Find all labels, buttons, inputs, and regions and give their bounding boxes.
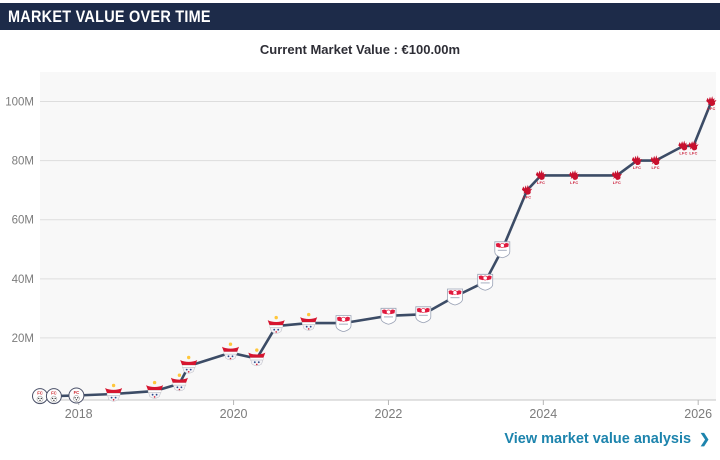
svg-text:LFC: LFC — [689, 151, 697, 155]
club-crest-liverpool-icon[interactable]: LFC — [650, 155, 661, 170]
svg-text:FC: FC — [51, 391, 57, 396]
club-crest-liverpool-icon[interactable]: LFC — [521, 184, 533, 200]
club-crest-salzburg-icon[interactable] — [146, 380, 164, 399]
y-tick-label: 80M — [12, 156, 34, 168]
club-crest-liverpool-icon[interactable]: LFC — [535, 170, 547, 185]
svg-text:LFC: LFC — [537, 181, 545, 185]
section-title: MARKET VALUE OVER TIME — [8, 6, 211, 26]
x-tick-label: 2018 — [65, 407, 93, 421]
x-tick-label: 2022 — [375, 407, 403, 421]
svg-text:LFC: LFC — [613, 181, 621, 185]
svg-text:LFC: LFC — [523, 196, 531, 200]
club-crest-liefering-icon[interactable]: FC — [32, 388, 48, 405]
y-tick-label: 60M — [12, 215, 34, 227]
club-crest-liefering-icon[interactable]: FC — [68, 387, 85, 404]
svg-text:LFC: LFC — [707, 107, 715, 111]
x-tick-label: 2026 — [684, 407, 712, 421]
y-tick-label: 100M — [5, 97, 34, 109]
club-crest-leipzig-icon[interactable] — [494, 241, 511, 259]
plot-area — [40, 72, 716, 400]
club-crest-salzburg-icon[interactable] — [180, 355, 198, 374]
club-crest-salzburg-icon[interactable] — [170, 373, 188, 392]
current-market-value-label: Current Market Value : €100.00m — [259, 42, 461, 57]
svg-text:LFC: LFC — [679, 151, 687, 155]
club-crest-salzburg-icon[interactable] — [248, 348, 266, 367]
club-crest-liefering-icon[interactable]: FC — [45, 388, 62, 405]
club-crest-salzburg-icon[interactable] — [267, 315, 285, 334]
svg-text:FC: FC — [74, 390, 80, 395]
x-tick-label: 2024 — [529, 407, 557, 421]
analysis-link-label: View market value analysis — [504, 431, 692, 447]
svg-text:LFC: LFC — [570, 181, 578, 185]
x-tick-label: 2020 — [220, 407, 248, 421]
club-crest-liverpool-icon[interactable]: LFC — [678, 140, 689, 156]
club-crest-liverpool-icon[interactable]: LFC — [611, 170, 623, 185]
club-crest-leipzig-icon[interactable] — [380, 307, 397, 325]
club-crest-liverpool-icon[interactable]: LFC — [706, 96, 717, 111]
svg-text:LFC: LFC — [633, 166, 641, 170]
club-crest-salzburg-icon[interactable] — [105, 383, 123, 402]
chevron-right-icon: ❯ — [699, 431, 710, 446]
club-crest-liverpool-icon[interactable]: LFC — [631, 155, 643, 170]
club-crest-leipzig-icon[interactable] — [335, 315, 352, 333]
club-crest-leipzig-icon[interactable] — [447, 288, 463, 306]
svg-text:LFC: LFC — [651, 166, 659, 170]
y-tick-label: 40M — [12, 274, 34, 286]
club-crest-salzburg-icon[interactable] — [300, 312, 318, 331]
svg-text:FC: FC — [37, 391, 43, 396]
club-crest-leipzig-icon[interactable] — [415, 306, 432, 324]
club-crest-salzburg-icon[interactable] — [222, 342, 239, 361]
club-crest-liverpool-icon[interactable]: LFC — [688, 140, 699, 156]
section-header: MARKET VALUE OVER TIME — [0, 3, 720, 30]
y-tick-label: 20M — [12, 333, 34, 345]
market-value-analysis-link[interactable]: View market value analysis ❯ — [504, 431, 710, 447]
club-crest-liverpool-icon[interactable]: LFC — [569, 170, 580, 185]
club-crest-leipzig-icon[interactable] — [477, 273, 494, 291]
